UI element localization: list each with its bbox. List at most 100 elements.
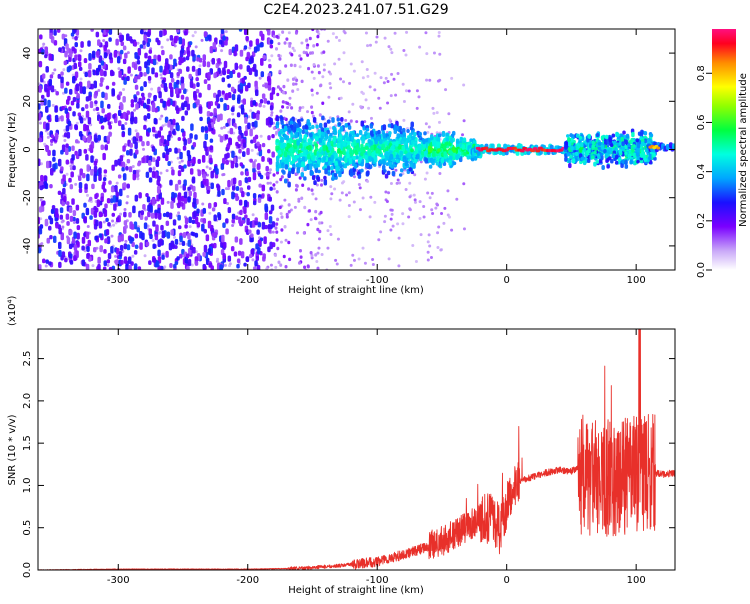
- heatmap-cell: [139, 44, 144, 49]
- heatmap-cell: [178, 160, 182, 164]
- heatmap-cell: [191, 178, 196, 183]
- heatmap-cell: [226, 202, 230, 206]
- heatmap-cell: [165, 169, 169, 173]
- heatmap-cell: [615, 132, 620, 137]
- heatmap-cell: [142, 147, 146, 151]
- heatmap-cell: [235, 141, 239, 147]
- heatmap-cell: [73, 255, 77, 262]
- heatmap-cell: [231, 150, 235, 159]
- heatmap-cell: [90, 155, 94, 163]
- heatmap-cell: [268, 168, 272, 172]
- heatmap-cell: [155, 260, 160, 268]
- heatmap-cell: [282, 84, 286, 89]
- heatmap-cell: [154, 107, 158, 113]
- heatmap-cell: [184, 224, 188, 229]
- heatmap-cell: [181, 195, 185, 202]
- heatmap-cell: [375, 147, 379, 154]
- heatmap-cell: [384, 156, 388, 161]
- heatmap-cell: [275, 115, 280, 122]
- heatmap-cell: [188, 225, 192, 229]
- heatmap-cell: [93, 210, 98, 218]
- heatmap-cell: [300, 171, 305, 178]
- heatmap-cell: [418, 200, 422, 204]
- heatmap-cell: [71, 145, 75, 152]
- heatmap-cell: [319, 83, 323, 87]
- heatmap-cell: [275, 230, 279, 234]
- heatmap-cell: [406, 128, 410, 133]
- heatmap-cell: [287, 240, 291, 245]
- heatmap-cell: [309, 132, 313, 138]
- heatmap-cell: [363, 261, 367, 265]
- heatmap-cell: [244, 117, 248, 124]
- heatmap-cell: [369, 123, 374, 129]
- heatmap-cell: [192, 142, 197, 148]
- snr-y-tick-label: 2.5: [22, 351, 33, 367]
- heatmap-cell: [153, 117, 158, 125]
- heatmap-cell: [408, 208, 412, 212]
- heatmap-cell: [140, 210, 145, 216]
- heatmap-cell: [55, 212, 59, 218]
- heatmap-cell: [290, 106, 294, 110]
- heatmap-cell: [267, 224, 272, 230]
- heatmap-cell: [310, 105, 314, 109]
- heatmap-cell: [408, 181, 412, 185]
- heatmap-cell: [111, 219, 115, 223]
- heatmap-cell: [315, 124, 319, 129]
- heatmap-cell: [311, 175, 316, 181]
- heatmap-cell: [257, 246, 261, 255]
- heatmap-cell: [358, 186, 362, 190]
- heatmap-cell: [133, 116, 138, 124]
- heatmap-cell: [102, 266, 107, 270]
- heatmap-cell: [289, 147, 294, 153]
- heatmap-cell: [133, 263, 138, 270]
- heatmap-cell: [131, 254, 135, 258]
- heatmap-cell: [103, 117, 107, 123]
- heatmap-cell: [132, 172, 137, 181]
- heatmap-cell: [404, 53, 408, 57]
- heatmap-cell: [298, 248, 302, 253]
- heatmap-cell: [97, 134, 101, 141]
- heatmap-cell: [428, 78, 432, 82]
- heatmap-cell: [183, 179, 187, 187]
- heatmap-cell: [207, 248, 212, 255]
- heatmap-cell: [215, 168, 219, 175]
- heatmap-cell: [81, 259, 86, 267]
- heatmap-cell: [442, 144, 447, 150]
- heatmap-cell: [431, 159, 435, 166]
- heatmap-cell: [125, 201, 129, 205]
- heatmap-cell: [352, 200, 356, 204]
- heatmap-cell: [77, 61, 82, 68]
- heatmap-cell: [177, 137, 182, 142]
- heatmap-cell: [48, 261, 52, 266]
- heatmap-cell: [371, 257, 375, 261]
- heatmap-cell: [203, 244, 208, 253]
- heatmap-cell: [162, 212, 167, 218]
- heatmap-cell: [396, 178, 400, 182]
- heatmap-cell: [575, 133, 580, 138]
- heatmap-cell: [314, 217, 318, 221]
- heatmap-cell: [177, 170, 182, 177]
- heatmap-cell: [54, 114, 59, 123]
- heatmap-cell: [193, 90, 197, 99]
- heatmap-cell: [242, 205, 246, 211]
- heatmap-cell: [162, 100, 166, 108]
- heatmap-cell: [134, 194, 139, 202]
- heatmap-cell: [424, 122, 428, 126]
- heatmap-cell: [192, 102, 197, 109]
- heatmap-cell: [101, 107, 105, 114]
- heatmap-cell: [260, 193, 265, 199]
- heatmap-cell: [316, 227, 320, 232]
- snr-x-tick-label: -200: [236, 575, 259, 586]
- heatmap-cell: [278, 69, 282, 74]
- heatmap-cell: [279, 263, 283, 267]
- heatmap-cell: [212, 116, 216, 122]
- heatmap-cell: [180, 94, 185, 100]
- heatmap-cell: [396, 133, 400, 139]
- heatmap-cell: [78, 131, 83, 137]
- heatmap-cell: [334, 152, 338, 159]
- heatmap-cell: [117, 201, 122, 207]
- heatmap-cell: [382, 164, 386, 171]
- heatmap-cell: [62, 187, 66, 195]
- heatmap-cell: [85, 263, 90, 270]
- heatmap-cell: [48, 78, 53, 87]
